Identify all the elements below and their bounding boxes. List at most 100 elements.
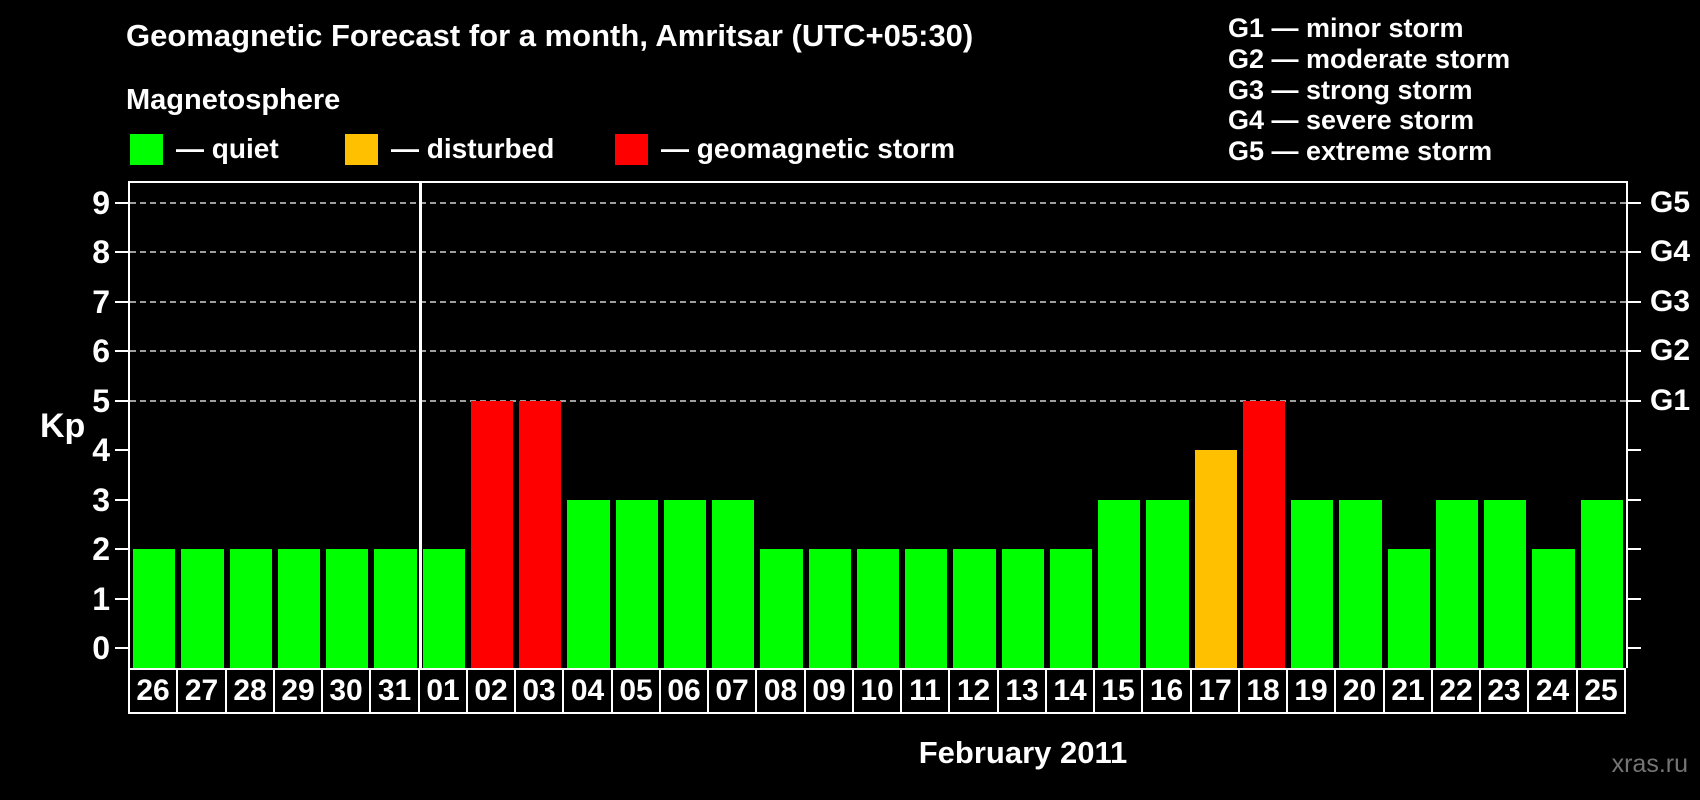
x-tick-label-day-01: 01: [418, 668, 468, 714]
storm-scale-legend-line: G4 — severe storm: [1228, 105, 1475, 136]
y-tick-label: 7: [92, 283, 110, 320]
quiet-swatch: [130, 133, 163, 165]
y-tick: [115, 300, 128, 303]
bar-day-22: [1436, 499, 1478, 668]
x-tick-label-day-08: 08: [755, 668, 806, 714]
x-tick-label-day-21: 21: [1383, 668, 1433, 714]
x-tick-label-day-13: 13: [997, 668, 1047, 714]
y-tick-label: 5: [92, 382, 110, 419]
right-tick: [1628, 350, 1641, 353]
legend-item-label: — geomagnetic storm: [661, 133, 956, 164]
storm-swatch: [615, 133, 648, 165]
y-tick: [115, 647, 128, 650]
bar-day-08: [760, 549, 803, 668]
storm-scale-legend-line: G3 — strong storm: [1228, 74, 1473, 105]
storm-scale-legend-line: G2 — moderate storm: [1228, 43, 1511, 74]
x-tick-label-day-27: 27: [176, 668, 227, 714]
x-tick-label-day-25: 25: [1576, 668, 1626, 714]
bar-day-31: [374, 549, 417, 668]
plot-area: [128, 181, 1628, 668]
x-axis-day-labels: 26 27 28 29 30 31 01 02 03 04 05 06 07 08 09 10 11 12 13 14…: [128, 668, 1628, 714]
disturbed-swatch: [345, 133, 378, 165]
watermark: xras.ru: [1611, 750, 1688, 778]
bar-day-10: [857, 549, 899, 668]
right-tick: [1628, 251, 1641, 254]
bar-day-12: [953, 549, 996, 668]
bar-day-29: [278, 549, 320, 668]
x-tick-label-day-28: 28: [225, 668, 275, 714]
y-tick: [115, 449, 128, 452]
x-tick-label-day-11: 11: [900, 668, 950, 714]
bar-day-26: [133, 549, 175, 668]
x-tick-label-day-29: 29: [273, 668, 323, 714]
x-tick-label-day-09: 09: [804, 668, 854, 714]
magnetosphere-legend-title: Magnetosphere: [126, 84, 341, 116]
right-tick: [1628, 449, 1641, 452]
gridline-kp-7: [130, 300, 1626, 303]
bar-day-28: [230, 549, 272, 668]
bar-day-19: [1291, 499, 1333, 668]
bar-day-03: [519, 400, 561, 668]
bar-day-20: [1339, 499, 1382, 668]
month-separator-line: [418, 183, 422, 668]
legend-item-disturbed: — disturbed: [345, 133, 554, 165]
right-tick: [1628, 201, 1641, 204]
x-tick-label-day-18: 18: [1238, 668, 1288, 714]
gridline-kp-6: [130, 350, 1626, 353]
bar-day-02: [471, 400, 513, 668]
bar-day-05: [616, 499, 658, 668]
right-tick: [1628, 548, 1641, 551]
bar-day-11: [905, 549, 947, 668]
legend-item-label: — quiet: [176, 133, 279, 164]
bar-day-21: [1388, 549, 1430, 668]
y-tick: [115, 548, 128, 551]
bar-day-24: [1532, 549, 1575, 668]
x-tick-label-day-23: 23: [1479, 668, 1529, 714]
bar-day-06: [664, 499, 706, 668]
y-tick-label: 2: [92, 531, 110, 568]
g-level-label-G1: G1: [1650, 383, 1691, 417]
x-tick-label-day-14: 14: [1045, 668, 1095, 714]
x-tick-label-day-03: 03: [514, 668, 564, 714]
bar-day-27: [181, 549, 224, 668]
right-tick: [1628, 647, 1641, 650]
x-tick-label-day-10: 10: [852, 668, 902, 714]
bar-day-15: [1098, 499, 1140, 668]
y-tick-label: 9: [92, 184, 110, 221]
x-tick-label-day-20: 20: [1334, 668, 1385, 714]
y-tick-label: 0: [92, 630, 110, 667]
bar-day-30: [326, 549, 368, 668]
bar-day-14: [1050, 549, 1092, 668]
x-tick-label-day-15: 15: [1093, 668, 1143, 714]
y-tick-label: 3: [92, 481, 110, 518]
bar-day-17: [1195, 450, 1237, 668]
x-tick-label-day-19: 19: [1286, 668, 1336, 714]
y-tick-label: 1: [92, 580, 110, 617]
page-title: Geomagnetic Forecast for a month, Amrits…: [126, 18, 974, 53]
bar-day-13: [1002, 549, 1044, 668]
y-tick: [115, 498, 128, 501]
y-tick-label: 4: [92, 432, 110, 469]
y-axis-label: Kp: [40, 407, 86, 445]
x-tick-label-day-12: 12: [948, 668, 999, 714]
y-tick: [115, 399, 128, 402]
x-tick-label-day-24: 24: [1527, 668, 1578, 714]
y-tick: [115, 597, 128, 600]
gridline-kp-8: [130, 251, 1626, 254]
x-tick-label-day-26: 26: [128, 668, 178, 714]
y-tick: [115, 350, 128, 353]
gridline-kp-5: [130, 399, 1626, 402]
bar-day-04: [567, 499, 610, 668]
x-tick-label-day-30: 30: [321, 668, 371, 714]
y-tick: [115, 201, 128, 204]
y-tick: [115, 251, 128, 254]
x-tick-label-day-02: 02: [466, 668, 516, 714]
right-tick: [1628, 597, 1641, 600]
x-tick-label-day-17: 17: [1190, 668, 1240, 714]
gridline-kp-9: [130, 201, 1626, 204]
storm-scale-legend: G1 — minor storm G2 — moderate storm G3 — …: [1228, 13, 1510, 167]
y-tick-label: 8: [92, 234, 110, 271]
bar-day-16: [1146, 499, 1189, 668]
legend-item-quiet: — quiet: [130, 133, 279, 165]
